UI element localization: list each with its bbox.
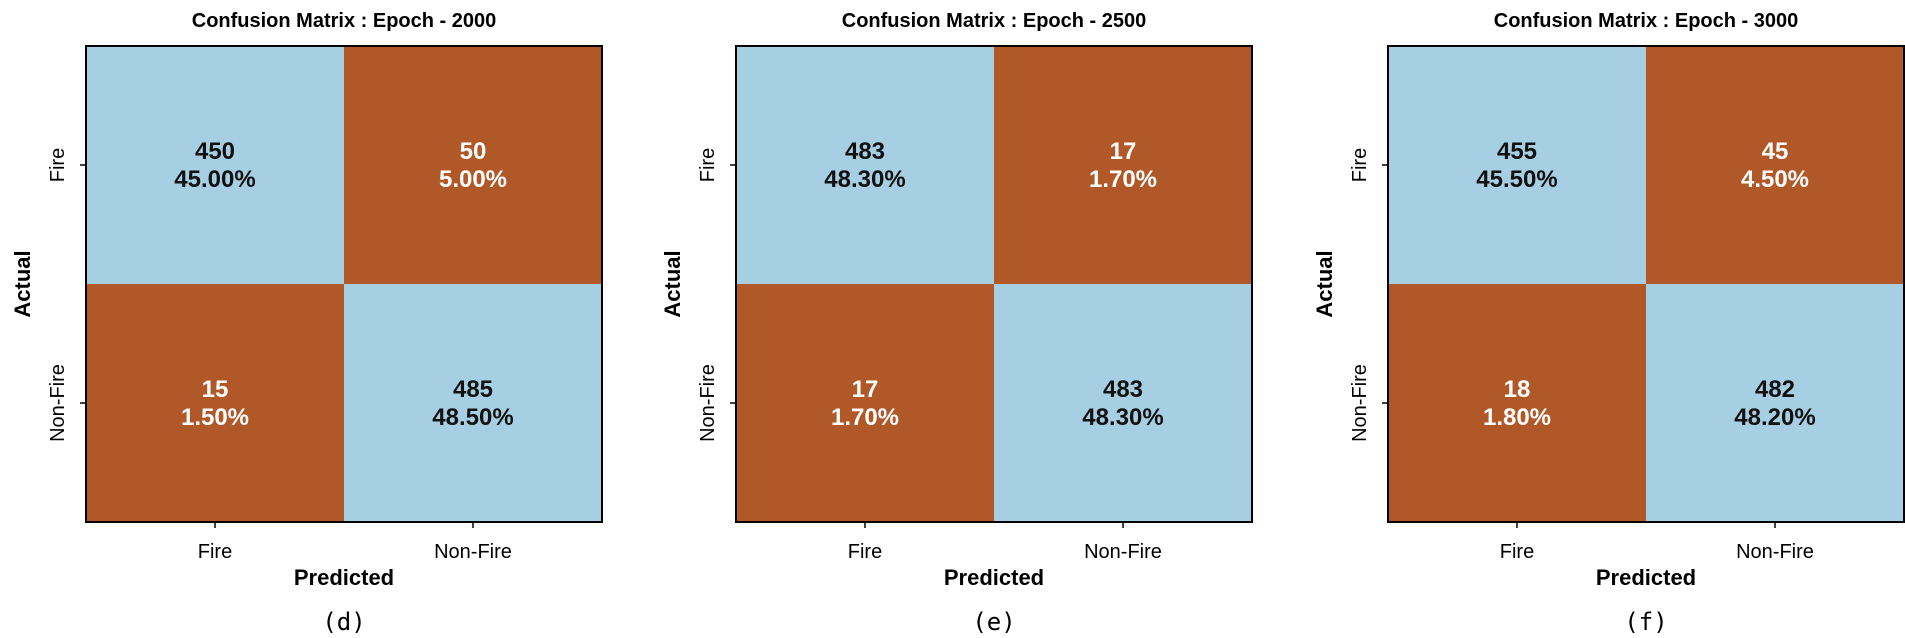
x-tick-label: Fire	[198, 541, 232, 563]
cell-count-label: 450	[195, 138, 235, 165]
cell-percent-label: 48.50%	[432, 404, 513, 431]
cell-count-label: 18	[1504, 376, 1531, 403]
matrix-cell-r0-c1	[344, 46, 602, 284]
cell-count-label: 15	[202, 376, 229, 403]
cell-percent-label: 48.30%	[824, 166, 905, 193]
confusion-matrix-panel-2: Confusion Matrix : Epoch - 250048348.30%…	[660, 10, 1253, 636]
cell-count-label: 483	[845, 138, 885, 165]
x-tick-label: Non-Fire	[434, 541, 512, 563]
y-tick-label: Fire	[47, 148, 69, 182]
y-tick-label: Non-Fire	[697, 364, 719, 442]
matrix-cell-r1-c1	[1646, 284, 1904, 522]
y-tick-label: Non-Fire	[47, 364, 69, 442]
cell-percent-label: 45.50%	[1476, 166, 1557, 193]
plot-border	[735, 45, 1253, 523]
matrix-cell-r0-c0	[1388, 46, 1646, 284]
cell-percent-label: 48.30%	[1082, 404, 1163, 431]
y-tick-label: Fire	[697, 148, 719, 182]
matrix-cell-r0-c0	[736, 46, 994, 284]
plot-border	[85, 45, 603, 523]
panel-label: (d)	[322, 608, 365, 636]
cell-percent-label: 1.70%	[1089, 166, 1157, 193]
chart-title: Confusion Matrix : Epoch - 2000	[192, 10, 496, 32]
x-tick-label: Fire	[848, 541, 882, 563]
chart-title: Confusion Matrix : Epoch - 2500	[842, 10, 1146, 32]
cell-percent-label: 5.00%	[439, 166, 507, 193]
matrix-cell-r1-c0	[1388, 284, 1646, 522]
cell-count-label: 50	[460, 138, 487, 165]
x-axis-label: Predicted	[944, 565, 1044, 590]
cell-percent-label: 45.00%	[174, 166, 255, 193]
y-axis-label: Actual	[660, 250, 685, 317]
cell-count-label: 45	[1762, 138, 1789, 165]
confusion-matrix-panel-3: Confusion Matrix : Epoch - 3000 45545.50%…	[1312, 10, 1905, 636]
cell-percent-label: 1.70%	[831, 404, 899, 431]
cell-count-label: 482	[1755, 376, 1795, 403]
x-axis-label: Predicted	[1596, 565, 1696, 590]
matrix-cell-r1-c0	[736, 284, 994, 522]
cell-count-label: 17	[1110, 138, 1137, 165]
y-tick-label: Non-Fire	[1349, 364, 1371, 442]
panel-label: (f)	[1624, 608, 1667, 636]
y-axis-label: Actual	[1312, 250, 1337, 317]
x-tick-label: Fire	[1500, 541, 1534, 563]
confusion-matrix-panel-1: Confusion Matrix : Epoch - 2000 45045.00%…	[10, 10, 603, 636]
y-axis-label: Actual	[10, 250, 35, 317]
plot-border	[1387, 45, 1905, 523]
matrix-cell-r0-c0	[86, 46, 344, 284]
y-tick-label: Fire	[1349, 148, 1371, 182]
matrix-cell-r1-c0	[86, 284, 344, 522]
cell-count-label: 455	[1497, 138, 1537, 165]
matrix-cell-r0-c1	[994, 46, 1252, 284]
cell-count-label: 17	[852, 376, 879, 403]
matrix-cell-r1-c1	[344, 284, 602, 522]
x-tick-label: Non-Fire	[1084, 541, 1162, 563]
matrix-cell-r0-c1	[1646, 46, 1904, 284]
panel-label: (e)	[972, 608, 1015, 636]
cell-percent-label: 48.20%	[1734, 404, 1815, 431]
matrix-cell-r1-c1	[994, 284, 1252, 522]
x-axis-label: Predicted	[294, 565, 394, 590]
cell-count-label: 483	[1103, 376, 1143, 403]
cell-percent-label: 4.50%	[1741, 166, 1809, 193]
cell-percent-label: 1.80%	[1483, 404, 1551, 431]
chart-title: Confusion Matrix : Epoch - 3000	[1494, 10, 1798, 32]
x-tick-label: Non-Fire	[1736, 541, 1814, 563]
cell-count-label: 485	[453, 376, 493, 403]
cell-percent-label: 1.50%	[181, 404, 249, 431]
